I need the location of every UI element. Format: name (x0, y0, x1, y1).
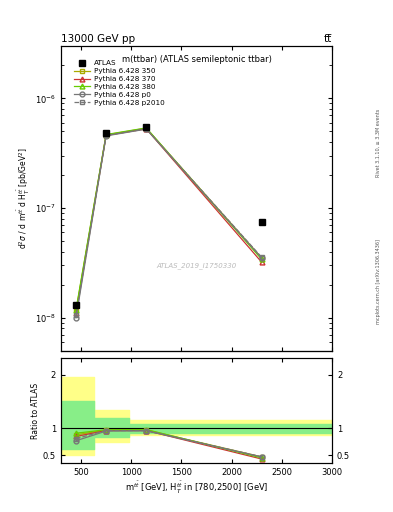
Legend: ATLAS, Pythia 6.428 350, Pythia 6.428 370, Pythia 6.428 380, Pythia 6.428 p0, Py: ATLAS, Pythia 6.428 350, Pythia 6.428 37… (73, 59, 166, 107)
Pythia 6.428 p2010 (144, 126, 149, 132)
Pythia 6.428 350 (104, 132, 108, 138)
Pythia 6.428 p0 (73, 315, 78, 321)
Text: mcplots.cern.ch [arXiv:1306.3436]: mcplots.cern.ch [arXiv:1306.3436] (376, 239, 380, 324)
Pythia 6.428 350 (144, 125, 149, 131)
Text: Rivet 3.1.10, ≥ 3.3M events: Rivet 3.1.10, ≥ 3.3M events (376, 109, 380, 178)
Line: Pythia 6.428 p0: Pythia 6.428 p0 (73, 126, 264, 320)
Pythia 6.428 370 (144, 126, 149, 132)
Line: Pythia 6.428 350: Pythia 6.428 350 (73, 126, 264, 313)
ATLAS (73, 302, 78, 308)
Line: Pythia 6.428 380: Pythia 6.428 380 (73, 125, 264, 312)
Text: tt̅: tt̅ (324, 33, 332, 44)
Pythia 6.428 350 (73, 308, 78, 314)
Y-axis label: d$^2$$\sigma$ / d m$^{t\bar{t}}$ d H$_T^{t\bar{t}}$ [pb/GeV$^2$]: d$^2$$\sigma$ / d m$^{t\bar{t}}$ d H$_T^… (16, 147, 32, 249)
Pythia 6.428 350 (259, 255, 264, 261)
Y-axis label: Ratio to ATLAS: Ratio to ATLAS (31, 383, 40, 439)
Line: Pythia 6.428 p2010: Pythia 6.428 p2010 (73, 126, 264, 318)
Pythia 6.428 370 (104, 132, 108, 138)
Pythia 6.428 p0 (144, 126, 149, 132)
Text: ATLAS_2019_I1750330: ATLAS_2019_I1750330 (156, 262, 237, 269)
Pythia 6.428 380 (144, 125, 149, 131)
ATLAS (144, 124, 149, 130)
Pythia 6.428 p2010 (104, 132, 108, 138)
Pythia 6.428 380 (73, 307, 78, 313)
Text: m(ttbar) (ATLAS semileptonic ttbar): m(ttbar) (ATLAS semileptonic ttbar) (121, 55, 272, 64)
Line: Pythia 6.428 370: Pythia 6.428 370 (73, 126, 264, 315)
Pythia 6.428 p0 (259, 255, 264, 261)
Pythia 6.428 p2010 (73, 312, 78, 318)
Pythia 6.428 p0 (104, 133, 108, 139)
Pythia 6.428 380 (104, 132, 108, 138)
Pythia 6.428 380 (259, 257, 264, 263)
Line: ATLAS: ATLAS (72, 123, 265, 309)
Pythia 6.428 p2010 (259, 254, 264, 261)
Text: 13000 GeV pp: 13000 GeV pp (61, 33, 135, 44)
ATLAS (104, 130, 108, 136)
Pythia 6.428 370 (73, 310, 78, 316)
X-axis label: m$^{t\bar{t}}$ [GeV], H$_T^{t\bar{t}}$ in [780,2500] [GeV]: m$^{t\bar{t}}$ [GeV], H$_T^{t\bar{t}}$ i… (125, 480, 268, 496)
ATLAS (259, 219, 264, 225)
Pythia 6.428 370 (259, 259, 264, 265)
